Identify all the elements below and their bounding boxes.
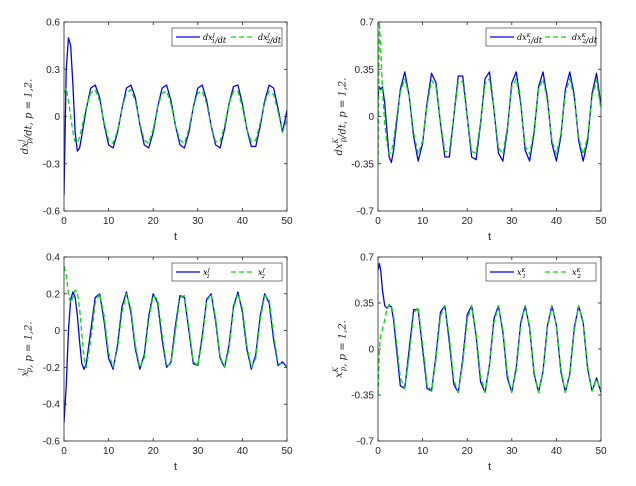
y-axis-label: xJp, p = 1,2. [18, 321, 35, 376]
x-axis-label: t [488, 461, 491, 473]
y-tick-label: 0 [368, 112, 374, 123]
y-tick-label: 0.6 [46, 18, 60, 29]
x-tick-label: 40 [237, 446, 249, 457]
legend-label-2: xK 2 [572, 268, 582, 280]
x-tick-label: 20 [462, 446, 474, 457]
chart-panel-2: 0 10 20 30 40 50 -0.7 -0.35 0 0.35 0.7 t dxKp/dt, p … [332, 18, 607, 244]
chart-panel-3: 0 10 20 30 40 50 -0.6 -0.4 -0.2 0 0.2 0.4 t xJp, p = … [18, 253, 293, 474]
x-tick-label: 0 [375, 216, 381, 227]
x-tick-label: 0 [61, 216, 67, 227]
x-tick-label: 30 [192, 216, 204, 227]
chart-panel-1: 0 10 20 30 40 50 -0.6 -0.3 0 0.3 0.6 t dxJp/dt, p = … [18, 18, 293, 244]
y-tick-label: -0.35 [351, 391, 374, 402]
legend-box [171, 27, 283, 47]
x-tick-label: 40 [237, 216, 249, 227]
y-tick-label: 0.7 [360, 18, 374, 29]
y-tick-label: -0.6 [43, 207, 61, 218]
y-tick-label: -0.2 [43, 363, 61, 374]
legend-label-1: dxJ 1/dt [203, 33, 227, 45]
axes-box [63, 256, 288, 442]
axes-box [377, 256, 602, 442]
x-tick-label: 10 [417, 446, 429, 457]
x-tick-label: 50 [281, 216, 293, 227]
legend: dxJ 1/dt dxJ 2/dt [171, 27, 283, 47]
y-axis-label: dxKp/dt, p = 1,2. [332, 78, 349, 156]
series-line-1 [378, 262, 601, 394]
y-tick-label: 0.35 [355, 65, 375, 76]
x-tick-label: 0 [61, 446, 67, 457]
y-axis-label: xKp, p = 1,2. [332, 320, 349, 378]
y-tick-label: -0.3 [43, 159, 61, 170]
legend: xJ 1 xJ 2 [171, 262, 283, 282]
x-tick-label: 20 [148, 446, 160, 457]
series-line-1 [64, 37, 287, 196]
y-axis-label: dxJp/dt, p = 1,2. [18, 79, 35, 155]
series-line-1 [64, 291, 287, 423]
y-tick-label: 0.35 [355, 299, 375, 310]
x-tick-label: 30 [192, 446, 204, 457]
x-tick-label: 50 [595, 216, 607, 227]
x-tick-label: 10 [103, 216, 115, 227]
legend-label-2: dxK 2/dt [572, 33, 598, 45]
x-tick-label: 0 [375, 446, 381, 457]
x-tick-label: 10 [417, 216, 429, 227]
y-tick-label: -0.6 [43, 437, 61, 448]
legend-label-1: xJ 1 [203, 268, 211, 280]
y-tick-label: 0 [368, 345, 374, 356]
legend-box [485, 27, 597, 47]
legend-label-1: xK 1 [517, 268, 527, 280]
legend-box [485, 262, 597, 282]
x-axis-label: t [174, 461, 177, 473]
x-tick-label: 40 [551, 216, 563, 227]
y-tick-label: -0.7 [357, 207, 375, 218]
axes-box [63, 21, 288, 212]
series-line-2 [64, 87, 287, 144]
y-tick-label: 0.7 [360, 253, 374, 264]
y-tick-label: 0.2 [46, 289, 60, 300]
legend: xK 1 xK 2 [485, 262, 597, 282]
legend-label-2: xJ 2 [258, 268, 266, 280]
legend-label-2: dxJ 2/dt [258, 33, 282, 45]
y-tick-label: -0.7 [357, 437, 375, 448]
x-tick-label: 30 [506, 446, 518, 457]
x-tick-label: 10 [103, 446, 115, 457]
x-tick-label: 50 [595, 446, 607, 457]
y-tick-label: -0.4 [43, 400, 61, 411]
y-tick-label: 0.3 [46, 65, 60, 76]
legend-label-1: dxK 1/dt [517, 33, 543, 45]
x-axis-label: t [174, 231, 177, 243]
chart-panel-4: 0 10 20 30 40 50 -0.7 -0.35 0 0.35 0.7 t xKp, p = 1,… [332, 253, 607, 474]
y-tick-label: 0 [54, 326, 60, 337]
x-tick-label: 20 [462, 216, 474, 227]
legend: dxK 1/dt dxK 2/dt [485, 27, 598, 47]
x-axis-label: t [488, 231, 491, 243]
x-tick-label: 20 [148, 216, 160, 227]
x-tick-label: 30 [506, 216, 518, 227]
x-tick-label: 40 [551, 446, 563, 457]
y-tick-label: 0.4 [46, 253, 60, 264]
series-line-2 [378, 303, 601, 396]
legend-box [171, 262, 283, 282]
series-line-2 [64, 266, 287, 369]
x-tick-label: 50 [281, 446, 293, 457]
y-tick-label: -0.35 [351, 159, 374, 170]
series-line-2 [378, 22, 601, 164]
y-tick-label: 0 [54, 112, 60, 123]
